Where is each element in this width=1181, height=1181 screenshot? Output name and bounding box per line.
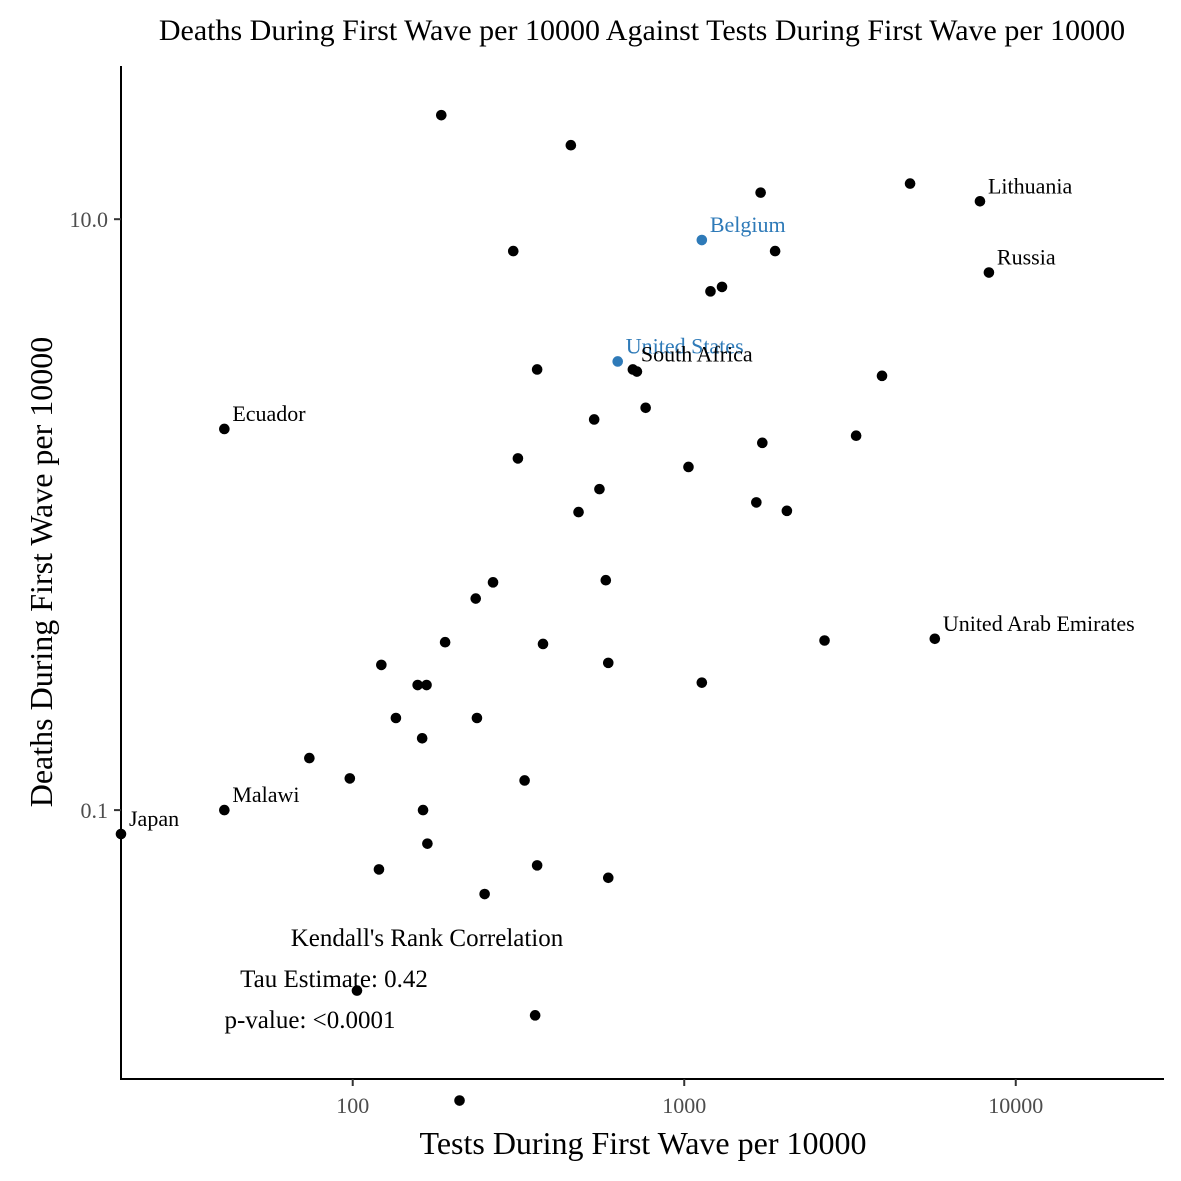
data-point bbox=[696, 677, 708, 688]
data-point bbox=[529, 1010, 541, 1021]
point-label: Lithuania bbox=[988, 173, 1073, 198]
data-point bbox=[507, 245, 519, 257]
data-point bbox=[705, 286, 716, 297]
data-point bbox=[439, 636, 451, 648]
data-point bbox=[416, 733, 428, 744]
data-point bbox=[351, 985, 363, 996]
data-point bbox=[716, 281, 728, 293]
data-point bbox=[479, 888, 490, 900]
data-point-united-arab-emirates bbox=[929, 633, 941, 645]
point-label: South Africa bbox=[641, 341, 753, 366]
data-point-russia bbox=[983, 267, 995, 278]
point-label: Ecuador bbox=[232, 401, 306, 426]
data-point bbox=[470, 593, 482, 604]
data-point bbox=[537, 638, 549, 650]
data-point bbox=[373, 864, 385, 875]
data-point bbox=[631, 366, 643, 377]
data-point bbox=[640, 402, 651, 414]
data-point-ecuador bbox=[219, 423, 230, 435]
x-tick-label: 1000 bbox=[662, 1093, 706, 1118]
data-point bbox=[304, 752, 315, 764]
point-label: United States bbox=[626, 333, 744, 358]
y-axis-title: Deaths During First Wave per 10000 bbox=[23, 337, 59, 808]
x-axis-title: Tests During First Wave per 10000 bbox=[420, 1125, 867, 1161]
point-labels: Japan Malawi Ecuador Belgium United StatesSo… bbox=[129, 173, 1135, 831]
data-point bbox=[376, 659, 387, 671]
data-point bbox=[422, 838, 433, 849]
x-tick-label: 10000 bbox=[988, 1093, 1043, 1118]
data-point-united-states bbox=[612, 356, 624, 367]
data-point bbox=[471, 712, 483, 724]
data-point bbox=[519, 775, 530, 786]
data-point bbox=[600, 574, 612, 586]
point-label: Japan bbox=[129, 806, 179, 831]
data-point bbox=[512, 453, 524, 464]
data-point bbox=[876, 370, 888, 382]
data-point bbox=[904, 178, 916, 189]
data-point-malawi bbox=[219, 804, 230, 816]
data-point bbox=[487, 577, 499, 588]
data-point bbox=[602, 872, 614, 884]
data-point bbox=[531, 860, 543, 871]
data-point bbox=[417, 804, 429, 816]
data-point bbox=[594, 483, 605, 495]
data-point-belgium bbox=[696, 234, 708, 246]
data-point bbox=[751, 497, 762, 508]
data-point bbox=[344, 773, 356, 784]
data-point bbox=[757, 437, 768, 449]
point-label: Malawi bbox=[232, 782, 299, 807]
point-label: Russia bbox=[997, 245, 1056, 270]
data-point bbox=[412, 679, 423, 691]
data-point bbox=[565, 139, 577, 151]
data-point bbox=[421, 679, 432, 691]
data-point bbox=[454, 1095, 465, 1106]
data-point bbox=[602, 657, 614, 669]
data-point bbox=[850, 430, 862, 442]
data-point bbox=[755, 187, 766, 198]
kendall-annotation: Kendall's Rank Correlation Tau Estimate:… bbox=[224, 925, 563, 1034]
x-tick-label: 100 bbox=[336, 1093, 369, 1118]
y-tick-label: 10.0 bbox=[70, 207, 109, 232]
data-point bbox=[390, 712, 402, 724]
data-point bbox=[435, 109, 447, 121]
annotation-tau: Tau Estimate: 0.42 bbox=[240, 966, 428, 993]
data-point bbox=[769, 245, 781, 257]
data-point bbox=[683, 461, 694, 473]
data-point bbox=[531, 364, 543, 375]
data-points bbox=[115, 109, 995, 1106]
point-label: Belgium bbox=[710, 212, 786, 237]
data-point-lithuania bbox=[974, 195, 986, 207]
axis-ticks: 100 1000 10000 0.1 10.0 bbox=[70, 207, 1044, 1118]
annotation-pvalue: p-value: <0.0001 bbox=[224, 1007, 395, 1034]
annotation-heading: Kendall's Rank Correlation bbox=[291, 925, 564, 952]
data-point-japan bbox=[115, 828, 127, 840]
point-label: United Arab Emirates bbox=[943, 611, 1135, 636]
chart-title: Deaths During First Wave per 10000 Again… bbox=[159, 14, 1125, 47]
data-point bbox=[781, 505, 793, 517]
data-point bbox=[588, 414, 600, 425]
data-point bbox=[573, 506, 584, 518]
y-tick-label: 0.1 bbox=[81, 798, 109, 823]
data-point bbox=[819, 635, 830, 646]
